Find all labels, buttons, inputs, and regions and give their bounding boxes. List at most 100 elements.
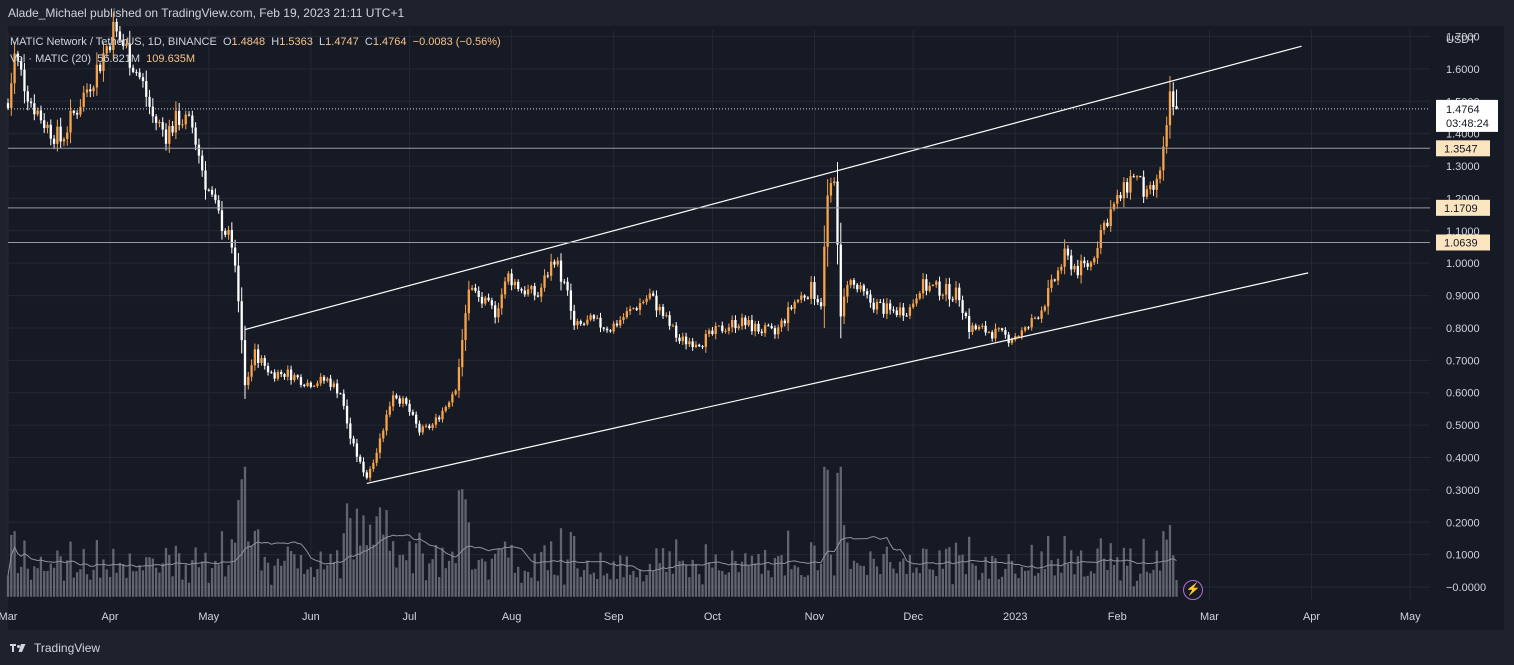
candle <box>553 261 556 265</box>
tradingview-footer[interactable]: TradingView <box>10 638 100 658</box>
volume-bar <box>1079 550 1083 597</box>
volume-bar <box>283 560 286 597</box>
volume-bar <box>428 563 431 597</box>
candle <box>217 200 220 211</box>
candle <box>912 303 915 308</box>
currency-label[interactable]: USDT <box>1446 34 1476 46</box>
candle <box>477 290 480 297</box>
candle <box>263 358 266 366</box>
volume-bar <box>62 580 66 597</box>
volume-bar <box>174 545 178 597</box>
candle <box>13 53 16 84</box>
volume-bar <box>247 541 250 597</box>
volume-bar <box>322 569 326 597</box>
candle <box>451 394 454 403</box>
candle <box>770 326 773 329</box>
candle <box>312 385 316 387</box>
volume-bar <box>95 540 99 597</box>
candle <box>1079 260 1083 276</box>
volume-bar <box>276 558 280 597</box>
volume-bar <box>217 564 220 597</box>
candle <box>115 21 118 32</box>
candle <box>767 325 770 327</box>
price-tick-label: 0.8000 <box>1446 323 1480 335</box>
candle <box>517 281 520 289</box>
level-tag-label: 1.1709 <box>1444 203 1478 215</box>
symbol-name[interactable]: MATIC Network / TetherUS, 1D, BINANCE <box>10 36 217 48</box>
volume-bar <box>233 542 237 597</box>
volume-bar <box>125 577 128 597</box>
candle <box>563 281 566 283</box>
change-value: −0.0083 (−0.56%) <box>412 36 501 48</box>
volume-bar <box>339 578 342 597</box>
volume-label[interactable]: Vol · MATIC (20) <box>10 53 92 65</box>
candle <box>227 229 230 235</box>
candle <box>737 326 740 329</box>
candle <box>968 316 971 332</box>
volume-bar <box>1099 538 1102 597</box>
candle <box>862 285 865 292</box>
volume-bar <box>494 553 497 597</box>
volume-bar <box>168 554 171 597</box>
candle <box>69 110 72 133</box>
candle <box>852 280 856 285</box>
candle <box>224 230 227 235</box>
volume-bar <box>105 569 108 597</box>
candle <box>984 325 987 333</box>
candle <box>194 127 197 145</box>
candle <box>773 328 777 335</box>
volume-bar <box>85 574 89 597</box>
low-value: 1.4747 <box>325 36 359 48</box>
volume-bar <box>816 570 819 597</box>
candle <box>408 403 411 413</box>
candle <box>879 301 882 303</box>
lightning-icon[interactable]: ⚡ <box>1183 580 1203 600</box>
candle <box>671 325 675 327</box>
volume-bar <box>536 580 540 597</box>
candle <box>582 323 586 325</box>
candle <box>99 64 102 72</box>
volume-bar <box>941 568 944 597</box>
volume-bar <box>968 536 971 597</box>
candle <box>688 341 691 345</box>
volume-bar <box>691 559 694 597</box>
volume-bar <box>99 577 102 597</box>
volume-bar <box>517 566 520 597</box>
chart-grid <box>7 30 1430 600</box>
volume-bar <box>622 577 625 597</box>
time-tick-label: May <box>198 611 219 623</box>
volume-bar <box>882 553 885 597</box>
volume-bar <box>332 561 336 597</box>
candle <box>889 303 892 310</box>
candle <box>754 323 757 332</box>
candle <box>763 325 767 334</box>
candle <box>971 325 974 332</box>
volume-bar <box>503 541 507 597</box>
volume-legend[interactable]: Vol · MATIC (20) 56.821M 109.635M <box>10 53 195 65</box>
candle <box>602 327 605 329</box>
candle <box>33 103 36 115</box>
volume-bar <box>135 571 138 597</box>
volume-bar <box>1149 573 1152 597</box>
volume-bar <box>342 533 345 597</box>
candle <box>108 46 112 51</box>
volume-bar <box>385 510 388 597</box>
price-tick-label: 0.9000 <box>1446 291 1480 303</box>
volume-bar <box>520 582 523 597</box>
candle <box>846 285 849 297</box>
candle <box>1099 230 1102 249</box>
symbol-legend[interactable]: MATIC Network / TetherUS, 1D, BINANCE O1… <box>10 36 501 48</box>
candle <box>1053 279 1056 281</box>
volume-bar <box>1122 547 1126 597</box>
candle <box>948 284 951 300</box>
candle <box>1007 334 1010 344</box>
volume-bar <box>43 570 46 597</box>
volume-bar <box>1040 551 1043 597</box>
volume-bar <box>977 579 981 597</box>
candle <box>303 384 306 386</box>
volume-bar <box>1168 525 1172 597</box>
volume-bar <box>526 571 530 597</box>
volume-bar <box>783 575 786 597</box>
candle <box>872 302 875 310</box>
